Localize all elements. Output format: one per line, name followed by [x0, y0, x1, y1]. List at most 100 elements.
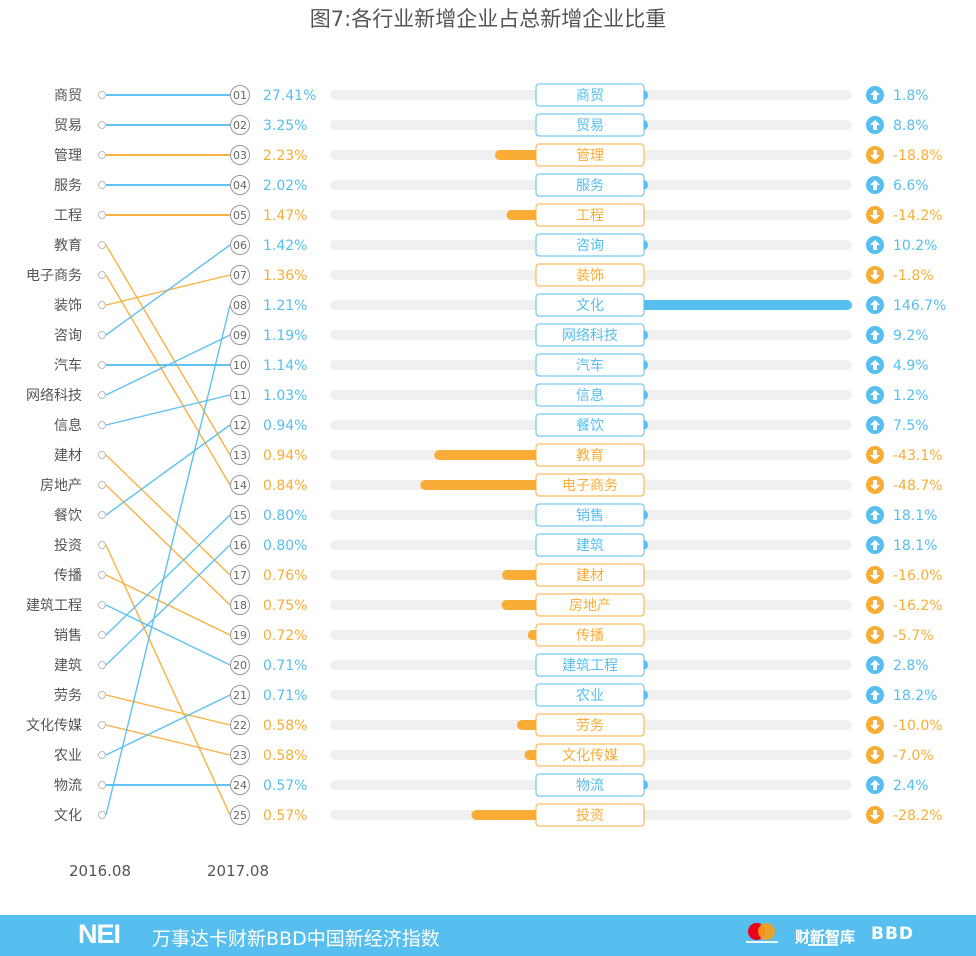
arrow-down-icon: [866, 596, 884, 614]
slope-line: [105, 274, 231, 486]
rank-2017-number: 14: [233, 479, 247, 492]
rank-2016-label: 物流: [54, 778, 82, 794]
arrow-up-icon: [866, 416, 884, 434]
rank-2017-circle: [230, 565, 250, 585]
change-label: 18.1%: [893, 538, 937, 554]
change-label: 1.2%: [893, 388, 929, 404]
industry-label: 电子商务: [562, 478, 618, 494]
arrow-down-icon: [866, 266, 884, 284]
industry-label-box: [535, 353, 645, 377]
rank-2016-label: 劳务: [54, 688, 82, 704]
chart-title: 图7:各行业新增企业占总新增企业比重: [310, 7, 666, 31]
share-label: 0.72%: [263, 628, 307, 644]
rank-2016-label: 管理: [54, 148, 82, 164]
rank-2017-number: 16: [233, 539, 247, 552]
rank-2016-marker: [98, 541, 106, 549]
share-label: 3.25%: [263, 118, 307, 134]
rank-2016-label: 网络科技: [26, 388, 82, 404]
industry-label: 信息: [576, 387, 604, 404]
industry-label: 建筑工程: [562, 658, 618, 674]
rank-2017-circle: [230, 535, 250, 555]
change-bar: [501, 600, 542, 610]
rank-2016-marker: [98, 451, 106, 459]
change-bar: [502, 570, 542, 580]
slope-line: [105, 604, 231, 666]
rank-2016-label: 建筑: [54, 658, 82, 674]
rank-2017-circle: [230, 655, 250, 675]
industry-label-box: [535, 533, 645, 557]
industry-label-box: [535, 383, 645, 407]
change-bar: [434, 450, 542, 460]
rank-2016-label: 餐饮: [54, 508, 82, 524]
industry-label: 建材: [576, 568, 604, 584]
rank-2017-number: 09: [233, 329, 247, 342]
industry-label: 服务: [576, 178, 604, 194]
change-label: -28.2%: [893, 808, 943, 824]
rank-2017-number: 05: [233, 209, 247, 222]
rank-2016-label: 文化传媒: [26, 718, 82, 734]
rank-2016-label: 文化: [54, 808, 82, 824]
industry-label-box: [535, 293, 645, 317]
rank-2017-number: 19: [233, 629, 247, 642]
change-label: -1.8%: [893, 268, 934, 284]
rank-2016-label: 装饰: [54, 298, 82, 314]
industry-label-box: [535, 113, 645, 137]
change-bar: [638, 300, 852, 310]
rank-2016-marker: [98, 781, 106, 789]
rank-2016-label: 房地产: [40, 478, 82, 494]
change-label: -16.0%: [893, 568, 943, 584]
slope-line: [105, 454, 231, 576]
industry-label: 劳务: [576, 718, 604, 734]
rank-2017-circle: [230, 505, 250, 525]
industry-label: 贸易: [576, 118, 604, 134]
change-label: 18.2%: [893, 688, 937, 704]
rank-2016-label: 信息: [54, 417, 82, 434]
industry-label: 网络科技: [562, 328, 618, 344]
arrow-down-icon: [866, 206, 884, 224]
industry-share-chart: 图7:各行业新增企业占总新增企业比重 商贸贸易管理服务工程教育电子商务装饰咨询汽…: [26, 7, 946, 880]
industry-label: 房地产: [569, 598, 611, 614]
rank-2017-circle: [230, 775, 250, 795]
rank-2017-circle: [230, 295, 250, 315]
rank-2016-label: 教育: [54, 238, 82, 254]
rank-2017-circle: [230, 115, 250, 135]
share-label: 1.03%: [263, 388, 307, 404]
rank-2016-column: 商贸贸易管理服务工程教育电子商务装饰咨询汽车网络科技信息建材房地产餐饮投资传播建…: [26, 88, 106, 824]
rank-2016-marker: [98, 241, 106, 249]
rank-2017-circle: [230, 355, 250, 375]
slope-line: [105, 694, 231, 726]
change-label: -10.0%: [893, 718, 943, 734]
rank-2016-label: 汽车: [54, 357, 82, 374]
industry-label-box: [535, 203, 645, 227]
rank-2017-number: 10: [233, 359, 247, 372]
slope-line: [105, 694, 231, 756]
rank-2017-number: 15: [233, 509, 247, 522]
share-label: 0.94%: [263, 448, 307, 464]
rank-2016-marker: [98, 301, 106, 309]
rank-2017-number: 18: [233, 599, 247, 612]
slope-line: [105, 424, 231, 516]
industry-label: 文化传媒: [562, 748, 618, 764]
share-label: 1.19%: [263, 328, 307, 344]
rank-2016-marker: [98, 151, 106, 159]
industry-label-box: [535, 743, 645, 767]
industry-label-box: [535, 473, 645, 497]
industry-label-box: [535, 143, 645, 167]
rank-2016-label: 贸易: [54, 118, 82, 134]
rank-2016-label: 建材: [54, 448, 82, 464]
change-label: -43.1%: [893, 448, 943, 464]
industry-label-box: [535, 263, 645, 287]
rank-2017-circle: [230, 595, 250, 615]
rank-2016-marker: [98, 421, 106, 429]
rank-2016-marker: [98, 271, 106, 279]
share-label: 0.58%: [263, 748, 307, 764]
industry-label: 农业: [576, 688, 604, 704]
change-label: 9.2%: [893, 328, 929, 344]
industry-label: 建筑: [576, 538, 604, 554]
rank-2016-label: 工程: [54, 208, 82, 224]
rank-2017-number: 25: [233, 809, 247, 822]
industry-label-box: [535, 233, 645, 257]
industry-label-box: [535, 563, 645, 587]
rank-2016-label: 农业: [54, 748, 82, 764]
share-label: 0.80%: [263, 538, 307, 554]
